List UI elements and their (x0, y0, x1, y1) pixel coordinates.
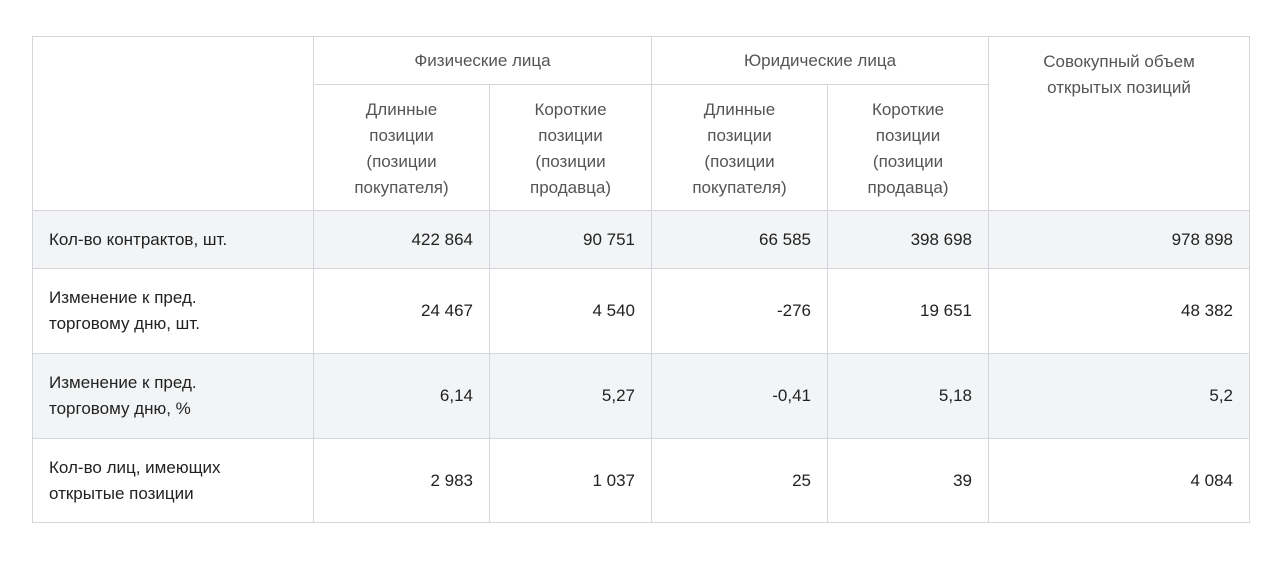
data-row: Кол-во контрактов, шт. 422 864 90 751 66 58… (32, 210, 1251, 269)
row-label: Кол-во контрактов, шт. (49, 229, 228, 249)
column-header-cell: Короткие позиции (позиции продавца) (826, 84, 990, 211)
total-header-cell: Совокупный объем открытых позиций (988, 36, 1251, 211)
value-cell: 66 585 (651, 210, 828, 269)
value-cell: 398 698 (826, 210, 990, 269)
value-cell: 24 467 (313, 268, 490, 354)
column-header: Длинные позиции (позиции покупателя) (354, 100, 449, 197)
row-label-cell: Кол-во контрактов, шт. (32, 210, 314, 269)
value-cell: 6,14 (313, 353, 490, 439)
row-label: Изменение к пред. торговому дню, шт. (49, 288, 200, 333)
data-row: Изменение к пред. торговому дню, шт. 24 4… (32, 268, 1251, 354)
value-cell: 4 540 (489, 268, 652, 354)
value-cell: 5,27 (489, 353, 652, 439)
value-cell: 1 037 (489, 438, 652, 523)
value-cell: -0,41 (651, 353, 828, 439)
row-label: Изменение к пред. торговому дню, % (49, 373, 197, 418)
corner-cell (32, 36, 314, 211)
row-label-cell: Изменение к пред. торговому дню, шт. (32, 268, 314, 354)
value-cell: 4 084 (988, 438, 1251, 523)
row-label-cell: Изменение к пред. торговому дню, % (32, 353, 314, 439)
value-cell: 5,2 (988, 353, 1251, 439)
value-cell: 25 (651, 438, 828, 523)
value-cell: 422 864 (313, 210, 490, 269)
value-cell: 5,18 (826, 353, 990, 439)
group-header: Физические лица (313, 36, 652, 85)
value-cell: 2 983 (313, 438, 490, 523)
header-row: Физические лица Юридические лица Совокупны… (32, 36, 1251, 211)
column-header: Короткие позиции (позиции продавца) (530, 100, 611, 197)
column-header: Длинные позиции (позиции покупателя) (692, 100, 787, 197)
value-cell: 48 382 (988, 268, 1251, 354)
value-cell: -276 (651, 268, 828, 354)
column-header-cell: Короткие позиции (позиции продавца) (489, 84, 652, 211)
column-header-cell: Длинные позиции (позиции покупателя) (313, 84, 490, 211)
total-header: Совокупный объем открытых позиций (1043, 52, 1195, 97)
group-header: Юридические лица (650, 36, 990, 85)
positions-table: Физические лица Юридические лица Совокупны… (32, 36, 1251, 523)
row-label-cell: Кол-во лиц, имеющих открытые позиции (32, 438, 314, 523)
column-header: Короткие позиции (позиции продавца) (867, 100, 949, 197)
row-label: Кол-во лиц, имеющих открытые позиции (49, 457, 221, 503)
data-row: Изменение к пред. торговому дню, % 6,14 5,… (32, 353, 1251, 439)
value-cell: 978 898 (988, 210, 1251, 269)
value-cell: 90 751 (489, 210, 652, 269)
value-cell: 19 651 (826, 268, 990, 354)
value-cell: 39 (826, 438, 990, 523)
data-row: Кол-во лиц, имеющих открытые позиции 2 98… (32, 438, 1251, 523)
column-header-cell: Длинные позиции (позиции покупателя) (651, 84, 828, 211)
